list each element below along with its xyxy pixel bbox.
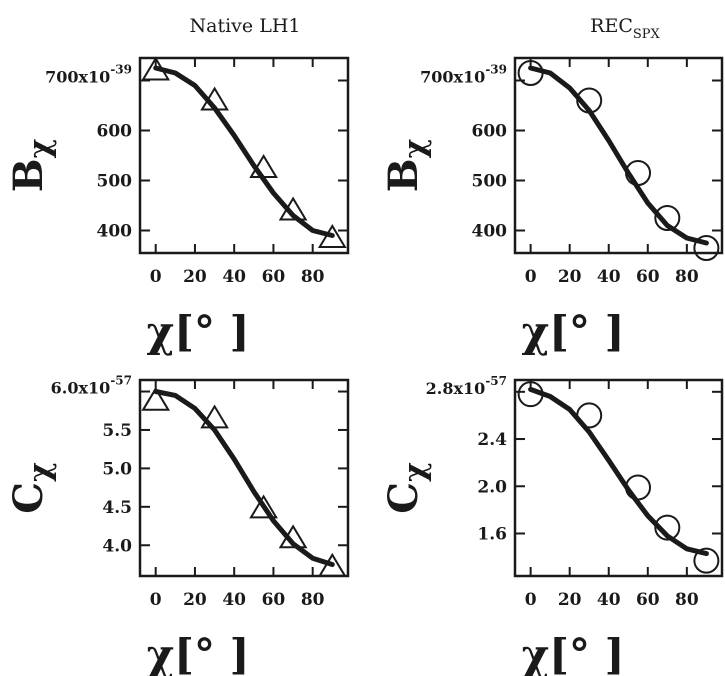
panel-bottom-left: 0 20 40 60 80 4.0 4.5 5.0 5.5 6.0x10-57 Cχ χ[° ]: [5, 374, 350, 676]
data-point-triangle: [278, 196, 308, 221]
data-point-circle: [693, 235, 720, 261]
plot-frame: [138, 56, 350, 255]
data-point-circle: [576, 87, 603, 114]
data-point-circle: [625, 474, 652, 501]
y-axis-label-sub: χ: [23, 462, 58, 482]
x-tick-label: 40: [597, 590, 621, 610]
data-point-triangle: [317, 224, 347, 248]
y-multiplier-exponent: -57: [110, 374, 132, 388]
x-tick-label: 60: [262, 590, 286, 610]
column-title-left: Native LH1: [190, 15, 301, 37]
column-title-right-main: REC: [590, 15, 633, 37]
y-multiplier-value: 700x10: [420, 68, 485, 87]
x-tick-label: 20: [558, 267, 582, 287]
y-axis-label: Bχ: [5, 138, 58, 192]
y-axis-label: Cχ: [380, 462, 433, 514]
x-tick-label: 80: [675, 590, 699, 610]
y-tick-label: 1.6: [477, 524, 507, 544]
y-tick-label: 5.0: [102, 459, 132, 479]
panel-bottom-right: 0 20 40 60 80 1.6 2.0 2.4 2.8x10-57 Cχ χ[° ]: [380, 374, 724, 676]
y-tick-label: 4.5: [102, 498, 132, 518]
y-axis-label-main: C: [380, 482, 427, 514]
x-tick-label: 0: [525, 590, 537, 610]
data-point-circle: [517, 60, 544, 86]
data-point-triangle: [278, 524, 308, 549]
data-point-triangle: [249, 494, 278, 519]
y-axis-label-sub: χ: [398, 462, 433, 482]
data-point-circle: [654, 514, 681, 541]
fit-curve: [528, 65, 709, 246]
y-multiplier-exponent: -57: [485, 374, 507, 388]
y-multiplier-exponent: -39: [110, 63, 132, 77]
y-multiplier-value: 700x10: [45, 68, 110, 87]
y-tick-label: 2.4: [477, 430, 507, 450]
fit-curve: [153, 389, 335, 567]
data-point-circle: [576, 402, 603, 429]
column-title-right: RECSPX: [590, 15, 660, 42]
x-tick-label: 0: [150, 590, 162, 610]
y-axis-label-main: B: [5, 158, 52, 192]
y-multiplier-label: 700x10-39: [45, 63, 132, 87]
x-tick-label: 80: [675, 267, 699, 287]
data-point-triangle: [141, 386, 171, 411]
y-multiplier-value: 6.0x10: [51, 379, 111, 398]
data-point-circle: [625, 160, 652, 186]
data-point-circle: [654, 205, 681, 231]
y-axis-label-main: B: [380, 158, 427, 192]
y-tick-label: 5.5: [102, 421, 132, 441]
x-axis-label: χ[° ]: [522, 630, 625, 676]
x-tick-label: 20: [558, 590, 582, 610]
x-tick-label: 80: [301, 590, 325, 610]
data-point-triangle: [141, 56, 171, 81]
x-axis-label: χ[° ]: [147, 307, 250, 356]
y-multiplier-label: 700x10-39: [420, 63, 507, 87]
y-tick-label: 4.0: [102, 536, 132, 556]
data-point-triangle: [317, 552, 347, 577]
y-axis-label-main: C: [5, 482, 52, 514]
x-tick-label: 0: [525, 267, 537, 287]
panel-top-right: 0 20 40 60 80 400 500 600 700x10-39 Bχ χ[° ]: [380, 56, 724, 356]
y-multiplier-exponent: -39: [485, 63, 507, 77]
data-point-triangle: [200, 86, 229, 111]
x-tick-label: 0: [150, 267, 162, 287]
x-tick-label: 60: [636, 267, 660, 287]
column-title-right-sub: SPX: [633, 27, 661, 42]
y-tick-label: 600: [97, 122, 133, 142]
x-tick-label: 40: [222, 267, 246, 287]
y-tick-label: 2.0: [477, 477, 507, 497]
x-tick-label: 60: [636, 590, 660, 610]
fit-curve: [153, 65, 335, 238]
fit-curve: [528, 386, 709, 557]
data-point-circle: [517, 381, 544, 408]
y-multiplier-label: 6.0x10-57: [51, 374, 132, 398]
x-tick-label: 20: [183, 267, 207, 287]
x-tick-label: 80: [301, 267, 325, 287]
x-tick-label: 40: [597, 267, 621, 287]
y-tick-label: 500: [97, 172, 133, 192]
y-tick-label: 400: [472, 222, 508, 242]
data-point-triangle: [249, 154, 278, 178]
x-tick-label: 40: [222, 590, 246, 610]
x-tick-label: 60: [262, 267, 286, 287]
y-tick-label: 500: [472, 172, 508, 192]
plot-frame: [138, 378, 350, 578]
y-axis-label-sub: χ: [23, 138, 58, 158]
y-multiplier-value: 2.8x10: [426, 379, 486, 398]
y-axis-label: Cχ: [5, 462, 58, 514]
data-point-circle: [693, 547, 720, 574]
x-axis-label: χ[° ]: [522, 307, 625, 356]
panel-top-left: 0 20 40 60 80 400 500 600 700x10-39 Bχ χ[° ]: [5, 56, 350, 356]
x-axis-label: χ[° ]: [147, 630, 250, 676]
x-tick-label: 20: [183, 590, 207, 610]
y-axis-label-sub: χ: [398, 138, 433, 158]
y-tick-label: 600: [472, 122, 508, 142]
data-point-triangle: [200, 404, 229, 429]
plot-frame: [513, 56, 724, 255]
y-tick-label: 400: [97, 222, 133, 242]
y-axis-label: Bχ: [380, 138, 433, 192]
y-multiplier-label: 2.8x10-57: [426, 374, 507, 398]
plot-frame: [513, 378, 724, 578]
